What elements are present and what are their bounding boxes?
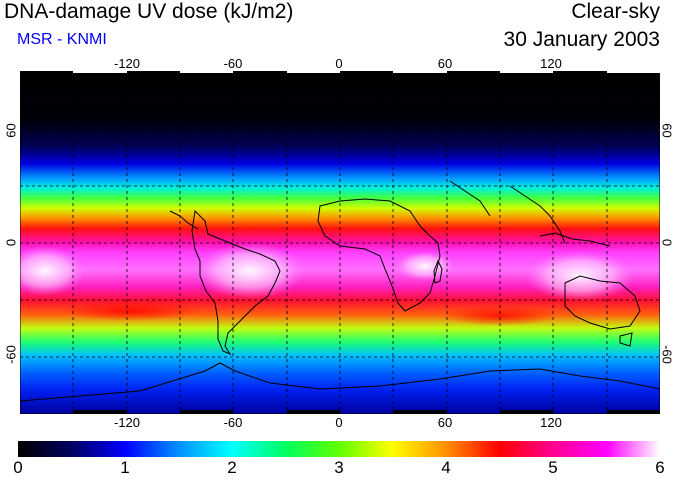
arabia-coast: [449, 180, 491, 217]
hotspot: [20, 246, 85, 296]
map-frame: [20, 71, 660, 414]
bottom-lon-label: -60: [223, 415, 243, 430]
left-lat-label: 60: [3, 123, 19, 138]
colorbar-label: 1: [120, 458, 130, 477]
map-title: DNA-damage UV dose (kJ/m2): [4, 0, 294, 23]
colorbar-label: 5: [548, 458, 558, 477]
top-lon-label: 120: [540, 56, 562, 71]
right-lat-label: -60: [659, 345, 675, 364]
asia-coast: [509, 185, 566, 244]
right-lat-label: 60: [659, 123, 675, 138]
madagascar-coast: [433, 259, 443, 284]
hotspot: [395, 251, 455, 281]
top-lon-label: 0: [335, 56, 343, 71]
top-lon-label: 60: [437, 56, 453, 71]
bottom-lon-label: -120: [113, 415, 141, 430]
bottom-lon-label: 0: [335, 415, 343, 430]
left-lat-label: 0: [3, 238, 19, 247]
sky-condition: Clear-sky: [571, 0, 660, 23]
colorbar-label: 2: [227, 458, 237, 477]
uv-dose-map: [20, 71, 660, 414]
colorbar-fill: [18, 441, 660, 457]
redspot: [60, 301, 200, 321]
graticule: [20, 71, 660, 414]
bottom-lon-label: 120: [540, 415, 562, 430]
colorbar-label: 6: [655, 458, 665, 477]
colorbar: [18, 441, 660, 457]
hotspot: [195, 243, 305, 299]
antarctica-coast: [20, 362, 660, 402]
redspot: [440, 306, 560, 326]
colorbar-label: 0: [13, 458, 23, 477]
bottom-lon-label: 60: [437, 415, 453, 430]
new-zealand-coast: [619, 332, 633, 347]
africa-coast: [317, 198, 441, 312]
map-date: 30 January 2003: [503, 28, 660, 51]
source-label: MSR - KNMI: [17, 31, 107, 48]
top-lon-label: -120: [113, 56, 141, 71]
colorbar-label: 4: [441, 458, 451, 477]
right-lat-label: 0: [659, 238, 675, 247]
uv-field: [20, 71, 660, 414]
colorbar-label: 3: [334, 458, 344, 477]
top-lon-label: -60: [223, 56, 243, 71]
south-america-coast: [191, 209, 281, 356]
central-america-coast: [169, 210, 199, 230]
australia-coast: [564, 275, 641, 330]
left-lat-label: -60: [3, 345, 19, 364]
